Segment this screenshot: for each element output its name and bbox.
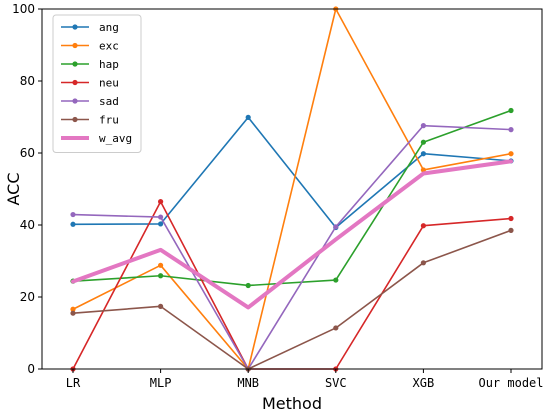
series-line — [72, 200, 512, 370]
x-tick-label: Our model — [478, 376, 543, 390]
legend-item: hap — [61, 58, 119, 71]
data-point — [333, 277, 339, 283]
legend: ang exc hap neu sad fru w_avg — [52, 14, 142, 153]
data-point — [245, 114, 251, 120]
data-point — [333, 325, 339, 331]
data-point — [508, 227, 514, 233]
legend-label: neu — [99, 77, 119, 90]
data-point — [420, 123, 426, 129]
legend-marker — [72, 79, 78, 86]
data-point — [508, 151, 514, 157]
legend-label: w_avg — [99, 132, 132, 145]
series-line — [72, 109, 512, 287]
legend-label: sad — [99, 95, 119, 108]
x-tick-label: LR — [66, 376, 81, 390]
data-point — [158, 214, 164, 220]
legend-label: fru — [99, 114, 119, 127]
data-point — [333, 224, 339, 230]
series-line — [71, 159, 513, 310]
legend-marker — [72, 98, 78, 104]
data-point — [508, 127, 514, 133]
data-point — [420, 151, 426, 157]
data-point — [70, 221, 76, 227]
series-line — [72, 229, 512, 370]
legend-marker — [72, 116, 78, 123]
legend-item: sad — [61, 95, 119, 108]
series-fru — [70, 227, 514, 372]
series-w-avg — [71, 159, 513, 310]
series-line — [72, 8, 512, 370]
data-point — [508, 107, 514, 114]
legend-item: fru — [61, 114, 119, 127]
x-tick-label: XGB — [413, 376, 435, 390]
legend-marker — [72, 24, 78, 30]
plot-frame — [41, 8, 543, 370]
series-exc — [70, 6, 514, 372]
x-axis-ticks: LR MLP MNB SVC XGB Our model — [66, 369, 544, 390]
data-point — [158, 303, 164, 309]
legend-item: neu — [61, 77, 119, 90]
legend-marker — [72, 42, 78, 49]
data-point — [245, 282, 251, 289]
y-tick-label: 100 — [12, 2, 35, 16]
x-tick-label: SVC — [325, 376, 347, 390]
y-tick-label: 20 — [20, 290, 35, 304]
data-point — [420, 260, 426, 266]
data-point — [508, 215, 514, 222]
series-line — [72, 124, 512, 370]
data-point — [70, 310, 76, 316]
legend-label: exc — [99, 40, 119, 53]
data-point — [70, 211, 76, 218]
y-tick-label: 40 — [20, 218, 35, 232]
series-neu — [70, 199, 514, 372]
data-point — [420, 139, 426, 145]
legend-item: w_avg — [61, 132, 132, 145]
x-axis-title: Method — [262, 394, 322, 413]
data-point — [158, 199, 164, 205]
y-axis-ticks: 0 20 40 60 80 100 — [12, 2, 42, 376]
x-tick-label: MNB — [237, 376, 259, 390]
axes — [41, 8, 543, 370]
data-point — [158, 262, 164, 268]
legend-marker — [72, 61, 78, 67]
y-tick-label: 0 — [27, 362, 35, 376]
y-tick-label: 60 — [20, 146, 35, 160]
y-axis-title: ACC — [4, 172, 23, 205]
legend-label: hap — [99, 58, 119, 71]
legend-label: ang — [99, 21, 119, 34]
y-tick-label: 80 — [20, 74, 35, 88]
data-point — [420, 167, 426, 173]
data-point — [70, 306, 76, 312]
x-tick-label: MLP — [150, 376, 172, 390]
data-point — [420, 223, 426, 229]
legend-item: ang — [61, 21, 119, 34]
data-point — [158, 273, 164, 279]
legend-item: exc — [61, 40, 119, 53]
series-line — [72, 116, 512, 229]
data-point — [158, 221, 164, 227]
